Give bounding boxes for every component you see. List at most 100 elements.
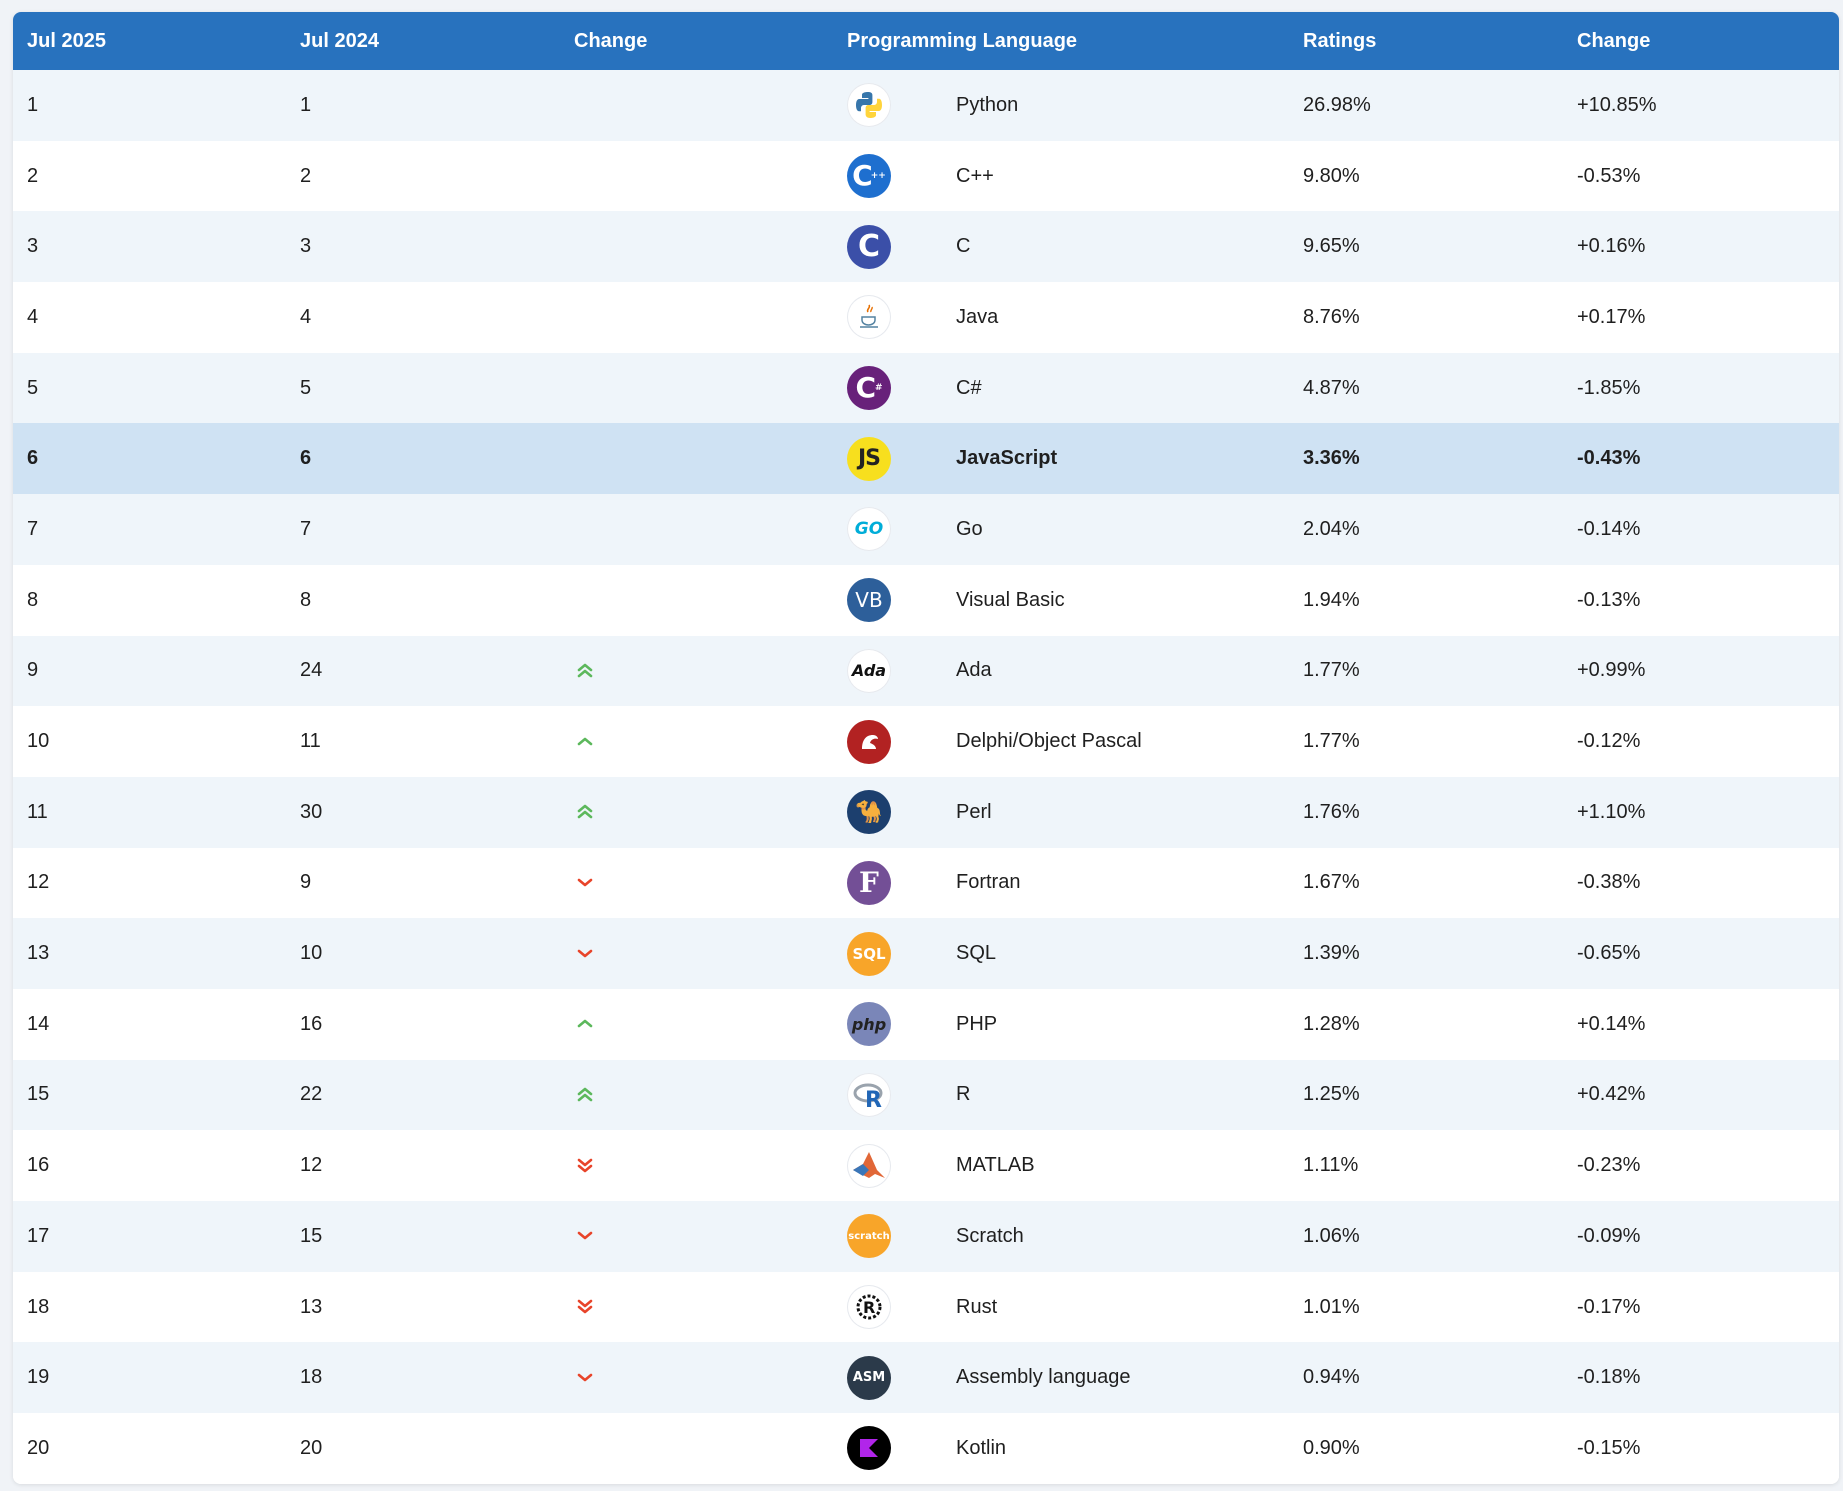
chevron-down-icon <box>574 1369 833 1387</box>
trend-cell <box>560 803 833 821</box>
rank-cell: 5 <box>27 376 39 399</box>
language-name[interactable]: Ada <box>956 659 992 682</box>
table-row[interactable]: 3 3 C C 9.65% +0.16% <box>13 211 1839 283</box>
ratings-cell: 9.80% <box>1303 164 1360 187</box>
rank-cell: 20 <box>27 1436 50 1459</box>
prev-rank-cell: 16 <box>300 1012 323 1035</box>
prev-rank-cell: 8 <box>300 588 312 611</box>
ratings-cell: 1.25% <box>1303 1083 1360 1106</box>
language-cell: Java <box>833 295 1289 340</box>
prev-rank-cell: 5 <box>300 376 312 399</box>
chevron-up-icon <box>574 1015 833 1033</box>
ratings-cell: 9.65% <box>1303 235 1360 258</box>
rank-cell: 11 <box>27 800 48 823</box>
header-rating-change[interactable]: Change <box>1577 29 1651 52</box>
language-name[interactable]: Scratch <box>956 1224 1024 1247</box>
ratings-cell: 1.77% <box>1303 730 1360 753</box>
table-row[interactable]: 2 2 C ++ C++ 9.80% -0.53% <box>13 140 1839 212</box>
trend-cell <box>560 1015 833 1033</box>
language-cell: scratch Scratch <box>833 1214 1289 1259</box>
table-row[interactable]: 16 12 MATLAB 1.11% -0.23% <box>13 1130 1839 1201</box>
table-row[interactable]: 8 8 VB Visual Basic 1.94% -0.13% <box>13 564 1839 636</box>
table-row[interactable]: 10 11 Delphi/Object Pascal 1.77% -0.12% <box>13 706 1839 777</box>
language-name[interactable]: MATLAB <box>956 1154 1035 1177</box>
rank-cell: 6 <box>27 447 39 470</box>
chevron-down-icon <box>574 945 833 963</box>
language-name[interactable]: C# <box>956 376 982 399</box>
rank-cell: 1 <box>27 93 39 116</box>
matlab-logo-icon <box>847 1143 891 1188</box>
language-name[interactable]: SQL <box>956 942 997 965</box>
table-row[interactable]: 9 24 Ada Ada 1.77% +0.99% <box>13 635 1839 707</box>
language-name[interactable]: Delphi/Object Pascal <box>956 730 1142 753</box>
table-row[interactable]: 20 20 Kotlin 0.90% -0.15% <box>13 1413 1839 1484</box>
table-header: Jul 2025 Jul 2024 Change Programming Lan… <box>13 12 1839 70</box>
c-logo-icon: C <box>847 224 891 269</box>
table-row[interactable]: 11 30 🐪 Perl 1.76% +1.10% <box>13 776 1839 848</box>
table-row[interactable]: 4 4 Java 8.76% +0.17% <box>13 282 1839 353</box>
sql-logo-icon: SQL <box>847 931 891 976</box>
table-row[interactable]: 1 1 Python 26.98% +10.85% <box>13 70 1839 141</box>
trend-cell <box>560 662 833 680</box>
language-name[interactable]: C <box>956 235 971 258</box>
rank-cell: 19 <box>27 1366 50 1389</box>
prev-rank-cell: 4 <box>300 305 312 328</box>
prev-rank-cell: 7 <box>300 517 312 540</box>
language-name[interactable]: Visual Basic <box>956 588 1065 611</box>
ratings-cell: 26.98% <box>1303 93 1371 116</box>
language-name[interactable]: Assembly language <box>956 1366 1131 1389</box>
language-cell: R Rust <box>833 1285 1289 1330</box>
language-name[interactable]: Perl <box>956 800 992 823</box>
prev-rank-cell: 9 <box>300 871 312 894</box>
table-row[interactable]: 14 16 php PHP 1.28% +0.14% <box>13 988 1839 1060</box>
language-name[interactable]: C++ <box>956 164 994 187</box>
header-change[interactable]: Change <box>574 29 648 52</box>
language-name[interactable]: Java <box>956 305 999 328</box>
header-ratings[interactable]: Ratings <box>1303 29 1377 52</box>
table-row[interactable]: 19 18 ASM Assembly language 0.94% -0.18% <box>13 1342 1839 1414</box>
language-name[interactable]: Go <box>956 517 983 540</box>
language-name[interactable]: Python <box>956 93 1019 116</box>
csharp-logo-icon: C # <box>847 366 891 411</box>
language-name[interactable]: R <box>956 1083 971 1106</box>
table-row[interactable]: 7 7 GO Go 2.04% -0.14% <box>13 494 1839 565</box>
change-cell: -0.13% <box>1577 588 1641 611</box>
cpp-logo-icon: C ++ <box>847 154 891 199</box>
php-logo-icon: php <box>847 1002 891 1047</box>
ratings-cell: 1.77% <box>1303 659 1360 682</box>
kotlin-logo-icon <box>847 1426 891 1471</box>
table-row[interactable]: 5 5 C # C# 4.87% -1.85% <box>13 352 1839 424</box>
table-row[interactable]: 18 13 R Rust 1.01% -0.17% <box>13 1271 1839 1343</box>
change-cell: +0.16% <box>1577 235 1646 258</box>
ratings-cell: 4.87% <box>1303 376 1360 399</box>
language-name[interactable]: Fortran <box>956 871 1021 894</box>
language-name[interactable]: Rust <box>956 1295 998 1318</box>
double-chevron-up-icon <box>574 803 833 821</box>
header-programming-language[interactable]: Programming Language <box>847 29 1078 52</box>
table-row[interactable]: 6 6 JS JavaScript 3.36% -0.43% <box>13 423 1839 495</box>
rank-cell: 8 <box>27 588 39 611</box>
change-cell: +0.99% <box>1577 659 1646 682</box>
table-row[interactable]: 15 22 R R 1.25% +0.42% <box>13 1059 1839 1131</box>
table-row[interactable]: 17 15 scratch Scratch 1.06% -0.09% <box>13 1201 1839 1272</box>
rank-cell: 13 <box>27 942 50 965</box>
ratings-cell: 1.01% <box>1303 1295 1360 1318</box>
language-cell: Ada Ada <box>833 648 1289 693</box>
prev-rank-cell: 2 <box>300 164 312 187</box>
language-name[interactable]: JavaScript <box>956 447 1058 470</box>
header-jul-2025[interactable]: Jul 2025 <box>27 29 106 52</box>
chevron-down-icon <box>574 874 833 892</box>
ratings-cell: 8.76% <box>1303 305 1360 328</box>
table-body: 1 1 Python 26.98% +10.85% 2 2 C ++ C++ 9.80% -0.53… <box>13 70 1839 1484</box>
table-row[interactable]: 12 9 F Fortran 1.67% -0.38% <box>13 847 1839 919</box>
change-cell: +1.10% <box>1577 800 1646 823</box>
language-name[interactable]: Kotlin <box>956 1436 1007 1459</box>
rank-cell: 7 <box>27 517 39 540</box>
change-cell: -0.53% <box>1577 164 1641 187</box>
header-jul-2024[interactable]: Jul 2024 <box>300 29 379 52</box>
svg-text:R: R <box>865 1088 882 1110</box>
java-logo-icon <box>847 295 891 340</box>
table-row[interactable]: 13 10 SQL SQL 1.39% -0.65% <box>13 918 1839 989</box>
ratings-cell: 1.11% <box>1303 1154 1359 1177</box>
language-name[interactable]: PHP <box>956 1012 998 1035</box>
